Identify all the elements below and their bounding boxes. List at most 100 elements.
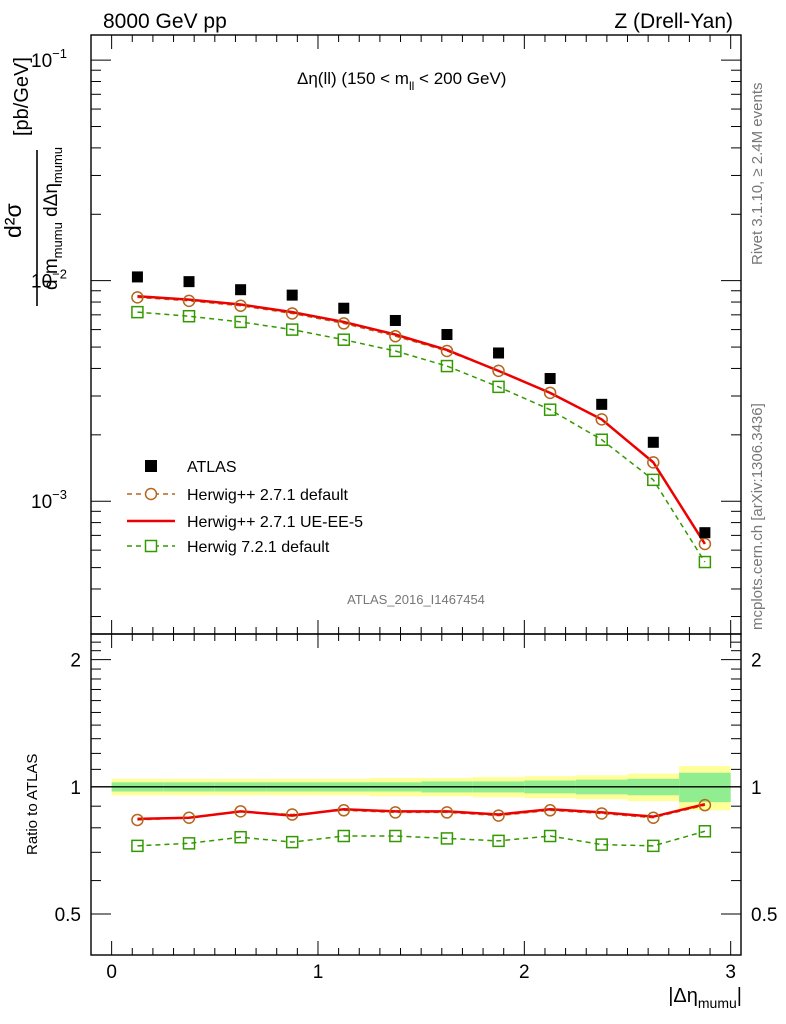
herwig-ueee5-ratio-line (137, 802, 706, 821)
herwig7-ratio-point (440, 832, 454, 845)
atlas-data-point (183, 276, 195, 288)
x-tick-label: 1 (313, 962, 324, 983)
herwig7-ratio-point (543, 829, 557, 843)
ratio-y-tick-label-right: 2 (751, 651, 762, 672)
x-tick-label: 3 (725, 962, 736, 983)
atlas-data-point (596, 398, 608, 410)
legend-label: Herwig++ 2.7.1 UE-EE-5 (187, 514, 363, 531)
herwig-default-ratio-point (337, 804, 351, 817)
herwig7-line (137, 311, 706, 563)
herwig7-point (543, 403, 557, 416)
plot-title: Δη(ll) (150 < mll < 200 GeV) (297, 69, 506, 93)
x-axis-label: |Δηmumu| (668, 985, 742, 1011)
herwig-default-point (389, 329, 402, 343)
herwig7-ratio-point (182, 837, 196, 850)
herwig-default-point (440, 344, 454, 358)
atlas-data-point (647, 436, 659, 448)
ratio-y-tick-label: 2 (70, 651, 81, 672)
legend-entry: Herwig++ 2.7.1 UE-EE-5 (127, 514, 363, 531)
legend-marker-herwig7 (144, 539, 158, 553)
herwig7-point (647, 473, 660, 487)
ratio-uncertainty-bands (111, 766, 731, 811)
x-tick-label: 2 (519, 962, 530, 983)
herwig7-point (234, 315, 247, 329)
legend-label: Herwig 7.2.1 default (187, 539, 330, 556)
legend-label: Herwig++ 2.7.1 default (187, 487, 349, 504)
herwig7-point (492, 380, 505, 394)
herwig7-point (131, 305, 144, 319)
herwig7-point (182, 309, 196, 323)
atlas-data-point (699, 527, 711, 539)
herwig7-ratio-point (647, 839, 660, 853)
herwig-default-point (234, 299, 247, 312)
herwig7-point (440, 359, 454, 373)
legend-entry: ATLAS (145, 459, 237, 476)
herwig-default-point (131, 291, 144, 304)
herwig-default-point (595, 413, 608, 426)
ratio-y-tick-label: 1 (70, 778, 81, 799)
y-tick-label: 10−2 (31, 267, 67, 293)
herwig-default-point (698, 537, 712, 551)
herwig-default-ratio-point (131, 813, 144, 827)
axes: 0 1 2 3 10−1 10−2 10−3 0.5 0.5 1 1 2 2 (31, 34, 777, 983)
herwig-default-point (492, 364, 505, 378)
atlas-data-point (338, 302, 350, 314)
header-right: Z (Drell-Yan) (614, 10, 733, 33)
herwig-default-ratio-point (234, 805, 247, 818)
atlas-data-point (286, 289, 298, 301)
herwig7-point (337, 333, 351, 346)
mcplots-label: mcplots.cern.ch [arXiv:1306.3436] (749, 403, 766, 630)
ratio-y-tick-label-right: 0.5 (751, 905, 777, 926)
legend-label: ATLAS (187, 459, 237, 476)
rivet-label: Rivet 3.1.10, ≥ 2.4M events (749, 83, 766, 266)
herwig-default-point (285, 307, 299, 320)
analysis-label: ATLAS_2016_I1467454 (347, 592, 485, 607)
herwig7-point (595, 433, 608, 446)
herwig-default-ratio-point (698, 798, 712, 812)
ratio-y-tick-label: 0.5 (55, 905, 81, 926)
herwig-default-ratio-point (492, 809, 505, 822)
legend-marker-herwig-default (144, 487, 158, 501)
herwig-default-ratio-point (440, 806, 454, 819)
herwig-ueee5-line (137, 294, 706, 545)
herwig7-point (389, 344, 402, 358)
herwig7-ratio-point (337, 829, 351, 843)
atlas-data-point (131, 271, 143, 283)
herwig-default-ratio-point (182, 811, 196, 825)
herwig-default-ratio-point (595, 807, 608, 820)
herwig-default-point (337, 317, 351, 330)
herwig-default-point (182, 294, 196, 308)
atlas-data-point (493, 347, 505, 359)
herwig7-ratio-point (389, 829, 402, 843)
x-tick-label: 0 (106, 962, 117, 983)
main-y-axis-label: d²σ d mmumu dΔηmumu [pb/GeV] (0, 57, 65, 306)
herwig7-ratio-point (285, 835, 299, 849)
y-tick-label: 10−3 (31, 487, 67, 513)
svg-text:d²σ: d²σ (0, 203, 26, 238)
herwig-default-point (647, 456, 660, 469)
series-layer (131, 271, 712, 853)
herwig7-ratio-point (492, 834, 505, 848)
legend: ATLAS Herwig++ 2.7.1 default Herwig++ 2.7.… (127, 459, 363, 556)
herwig-default-ratio-point (389, 806, 402, 819)
herwig-default-point (543, 386, 557, 400)
header-left: 8000 GeV pp (103, 10, 227, 33)
herwig7-ratio-point (234, 830, 247, 844)
y-unit-label: [pb/GeV] (11, 57, 33, 136)
ratio-y-label: Ratio to ATLAS (24, 754, 41, 855)
legend-marker-atlas (145, 460, 157, 472)
herwig7-point (698, 555, 712, 569)
herwig7-ratio-point (595, 838, 608, 851)
ratio-y-tick-label-right: 1 (751, 778, 762, 799)
herwig7-ratio-point (698, 825, 712, 838)
herwig7-point (285, 323, 299, 336)
herwig7-ratio-line (137, 830, 706, 847)
y-tick-label: 10−1 (31, 46, 67, 72)
herwig-default-ratio-point (647, 811, 660, 825)
herwig-default-line (137, 296, 706, 545)
atlas-data-point (441, 329, 453, 341)
atlas-data-point (235, 284, 247, 296)
herwig-default-ratio-point (285, 808, 299, 821)
ratio-plot-frame (90, 633, 742, 956)
